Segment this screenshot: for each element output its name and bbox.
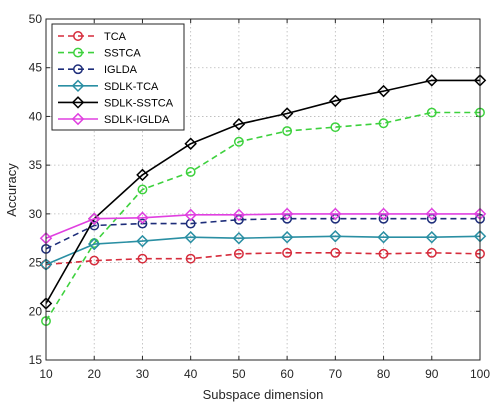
- legend-marker: [73, 47, 83, 58]
- legend-marker: [71, 112, 85, 126]
- y-tick-label: 25: [29, 256, 43, 270]
- data-point-sdlk-sstca: [232, 117, 246, 131]
- data-point-tca: [185, 253, 196, 264]
- data-point-sdlk-iglda: [87, 212, 101, 225]
- x-tick-label: 30: [136, 367, 150, 381]
- legend-box: [51, 23, 185, 131]
- data-point-sdlk-tca: [184, 230, 197, 244]
- legend-entry-sdlk-iglda: SDLK-IGLDA: [58, 112, 170, 126]
- data-point-tca: [330, 247, 341, 258]
- data-point-tca: [378, 248, 389, 259]
- series-line-iglda: [45, 217, 480, 250]
- data-point-tca: [89, 255, 100, 266]
- legend-entry-sstca: SSTCA: [58, 48, 141, 60]
- legend-label: SSTCA: [104, 48, 141, 60]
- data-point-sdlk-tca: [136, 234, 149, 248]
- legend-entry-sdlk-sstca: SDLK-SSTCA: [58, 96, 174, 109]
- series-line-sdlk-sstca: [45, 79, 480, 304]
- y-tick-label: 40: [29, 109, 43, 123]
- legend: TCA SSTCA IGLDA SDLK-TCA SDLK-SSTCA SDLK-IGLD…: [51, 23, 185, 131]
- x-tick-label: 60: [280, 367, 294, 381]
- series-sdlk-sstca: [39, 74, 487, 310]
- legend-entry-iglda: IGLDA: [58, 64, 138, 76]
- legend-label: IGLDA: [104, 64, 138, 76]
- x-tick-label: 40: [184, 367, 198, 381]
- series-line-tca: [45, 252, 481, 266]
- legend-marker: [73, 31, 83, 41]
- legend-marker: [73, 64, 83, 75]
- legend-label: TCA: [104, 31, 127, 43]
- y-axis-ticks: 15 20 25 30 35 40 45 50: [29, 12, 480, 367]
- x-tick-label: 20: [88, 367, 102, 381]
- plot-frame: [45, 18, 481, 361]
- data-point-sstca: [185, 167, 196, 177]
- x-axis-ticks: 10 20 30 40 50 60 70 80 90 100: [39, 19, 490, 381]
- data-point-sdlk-tca: [329, 230, 342, 243]
- data-point-sdlk-sstca: [377, 84, 390, 98]
- data-point-sdlk-iglda: [280, 207, 294, 221]
- y-tick-label: 15: [29, 353, 43, 367]
- data-point-sdlk-iglda: [377, 207, 390, 221]
- data-point-tca: [426, 247, 437, 258]
- data-point-sdlk-sstca: [184, 137, 197, 150]
- data-point-sstca: [282, 126, 293, 136]
- data-point-sstca: [378, 118, 389, 129]
- series-line-sstca: [45, 111, 480, 322]
- y-tick-label: 35: [29, 158, 43, 172]
- data-point-sstca: [233, 136, 244, 147]
- data-point-sdlk-iglda: [232, 208, 246, 222]
- data-point-sstca: [330, 122, 341, 133]
- data-point-sdlk-tca: [377, 230, 390, 244]
- data-point-sdlk-tca: [87, 237, 101, 251]
- x-axis-title: Subspace dimension: [203, 387, 324, 402]
- data-point-sdlk-iglda: [425, 207, 439, 221]
- data-point-sdlk-iglda: [184, 208, 197, 222]
- y-tick-label: 20: [29, 304, 43, 318]
- legend-marker: [71, 79, 85, 93]
- y-tick-label: 45: [29, 61, 43, 75]
- legend-label: SDLK-IGLDA: [104, 114, 170, 126]
- data-point-sdlk-tca: [425, 230, 439, 244]
- legend-label: SDLK-TCA: [104, 81, 159, 93]
- x-tick-label: 80: [377, 367, 391, 381]
- series-sdlk-tca: [39, 230, 487, 271]
- x-tick-label: 10: [39, 367, 53, 381]
- legend-marker: [71, 96, 85, 109]
- data-point-sdlk-sstca: [329, 94, 342, 108]
- x-tick-label: 100: [470, 367, 490, 381]
- series-group: [39, 74, 487, 326]
- data-point-tca: [282, 247, 293, 258]
- x-tick-label: 50: [232, 367, 246, 381]
- data-point-sstca: [137, 184, 148, 195]
- data-point-sdlk-tca: [232, 231, 246, 245]
- data-point-sdlk-iglda: [329, 207, 342, 221]
- data-point-sdlk-tca: [280, 230, 294, 244]
- data-point-tca: [137, 253, 148, 264]
- legend-label: SDLK-SSTCA: [104, 97, 174, 109]
- y-axis-title: Accuracy: [4, 163, 19, 217]
- legend-entry-tca: TCA: [58, 31, 127, 43]
- data-point-sdlk-iglda: [136, 211, 149, 225]
- data-point-sdlk-sstca: [425, 74, 439, 87]
- x-tick-label: 70: [329, 367, 343, 381]
- series-line-sdlk-iglda: [45, 213, 480, 239]
- y-tick-label: 50: [29, 12, 43, 26]
- legend-entry-sdlk-tca: SDLK-TCA: [58, 79, 159, 93]
- data-point-iglda: [137, 218, 148, 229]
- data-point-tca: [233, 248, 244, 259]
- data-point-sdlk-sstca: [136, 168, 149, 182]
- x-tick-label: 90: [425, 367, 439, 381]
- data-point-sstca: [426, 107, 437, 118]
- data-point-sdlk-sstca: [280, 107, 294, 120]
- y-tick-label: 30: [29, 207, 43, 221]
- series-sdlk-iglda: [39, 207, 487, 245]
- series-line-sdlk-tca: [45, 235, 481, 266]
